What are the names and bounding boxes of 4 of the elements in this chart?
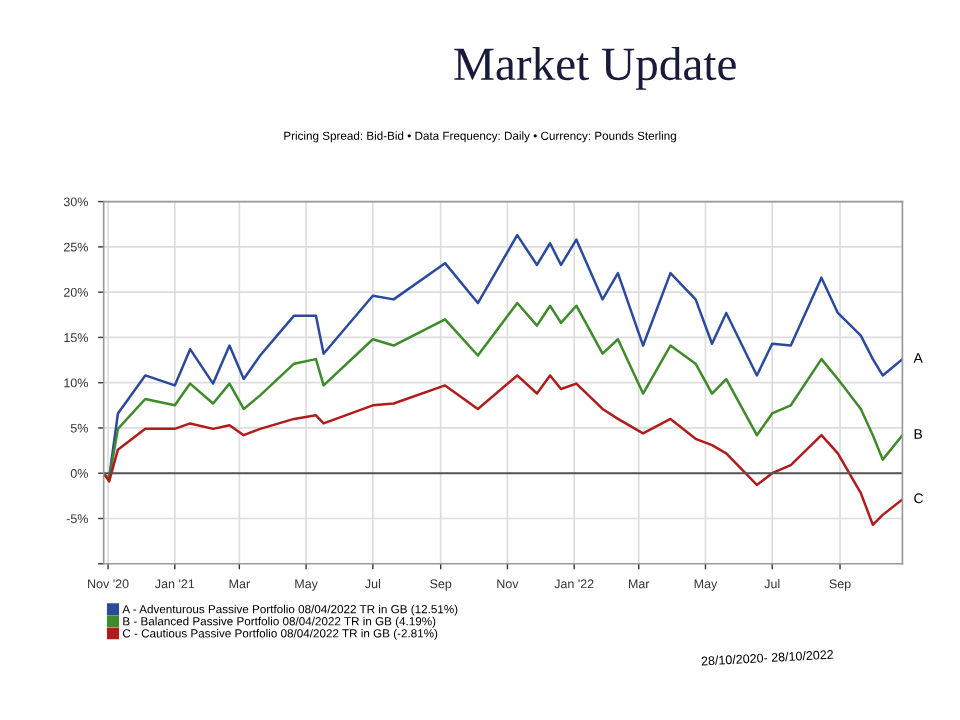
line-series [103, 374, 903, 527]
line-series [103, 233, 903, 479]
chart-title: Market Update [454, 46, 736, 90]
line-series [103, 301, 903, 481]
